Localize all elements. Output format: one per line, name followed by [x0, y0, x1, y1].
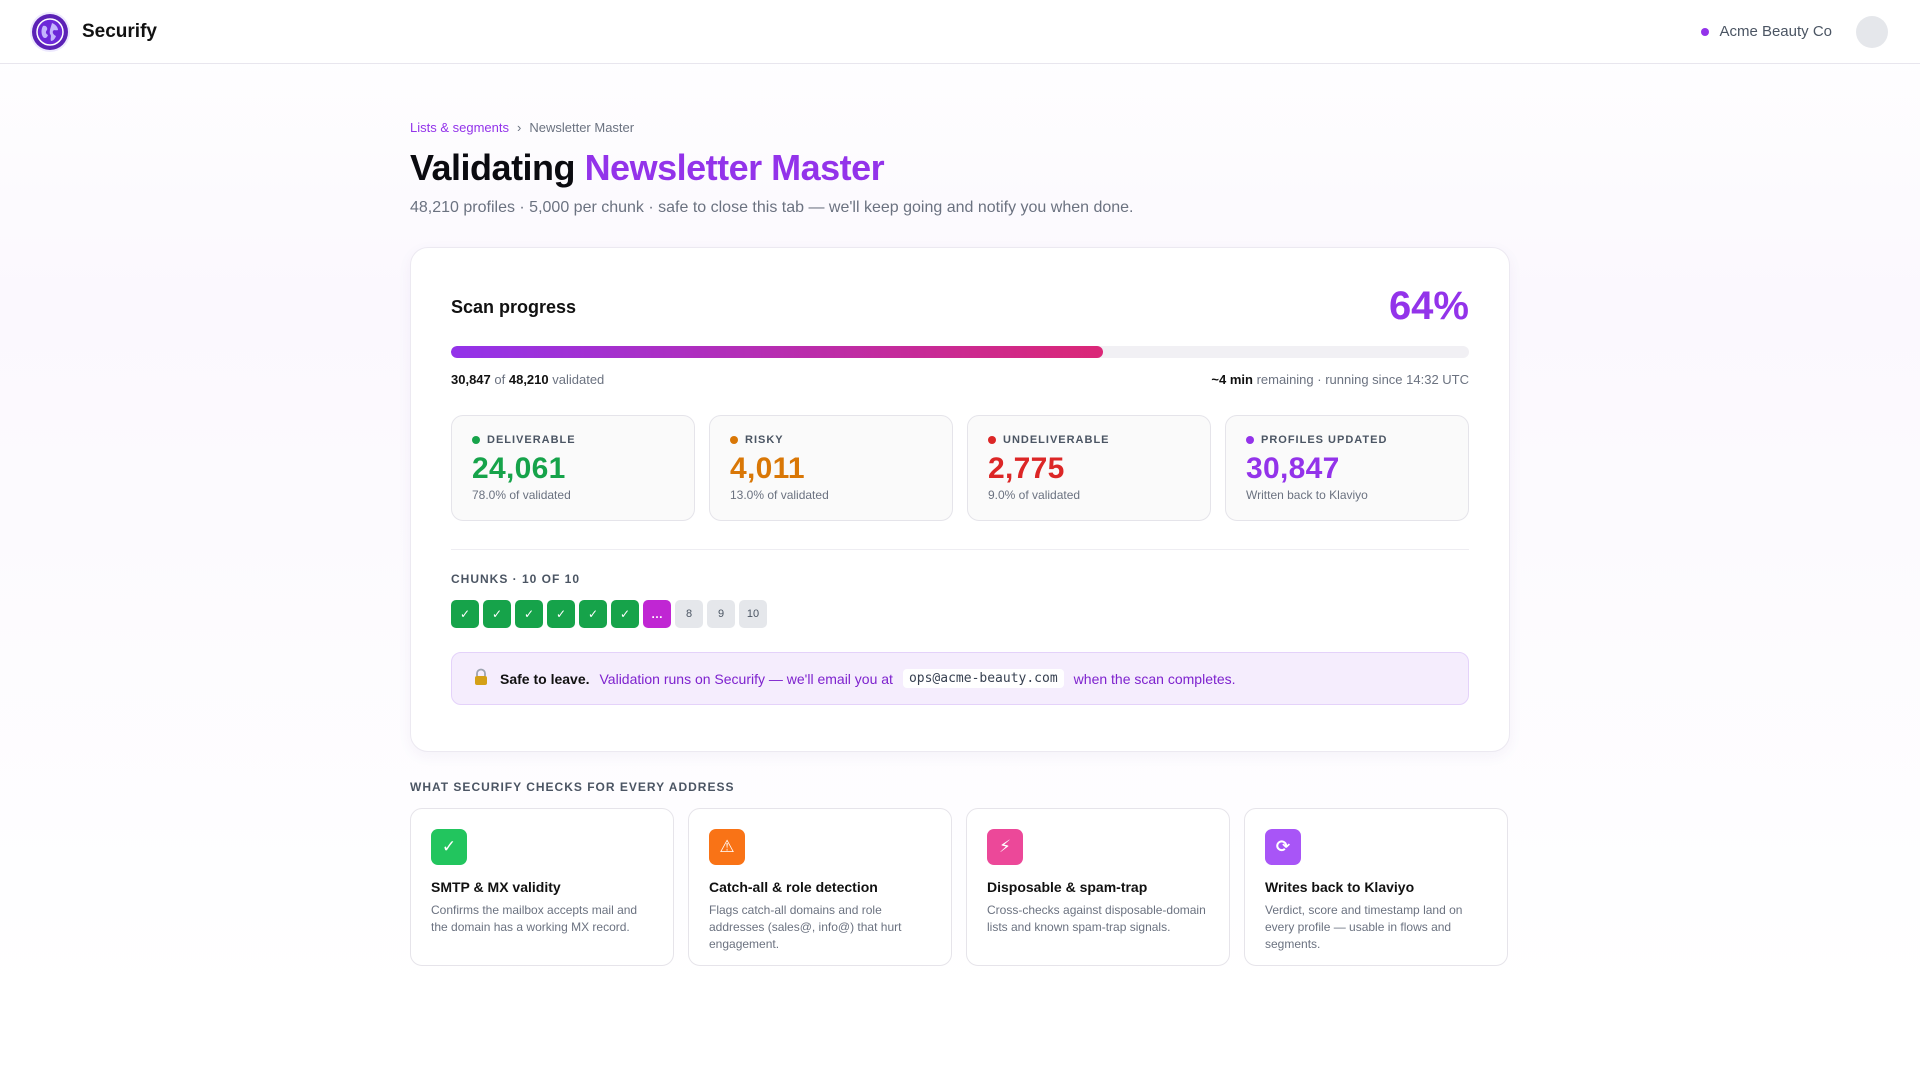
page-subtitle: 48,210 profiles · 5,000 per chunk · safe… [410, 199, 1134, 216]
main-content: Lists & segments › Newsletter Master Val… [410, 120, 1510, 966]
page-title-list-name: Newsletter Master [584, 147, 885, 188]
chunk-9: 9 [707, 600, 735, 628]
stat-dot [730, 436, 738, 444]
notice-text: Validation runs on Securify — we'll emai… [599, 670, 893, 687]
stat-subtext: 9.0% of validated [988, 488, 1081, 502]
breadcrumb-separator: › [517, 120, 522, 135]
check-description: Flags catch-all domains and role address… [709, 903, 902, 951]
chunk-4: ✓ [547, 600, 575, 628]
lock-icon [472, 668, 490, 689]
check-icon: ✓ [431, 829, 467, 865]
chunk-8: 8 [675, 600, 703, 628]
breadcrumb: Lists & segments › Newsletter Master [410, 120, 1510, 135]
stat-value: 24,061 [472, 452, 566, 485]
breadcrumb-current: Newsletter Master [529, 120, 635, 135]
stat-risky: RISKY 4,011 13.0% of validated [709, 415, 953, 521]
chunks-row: ✓ ✓ ✓ ✓ ✓ ✓… 8 9 10 [451, 600, 1469, 628]
stat-value: 2,775 [988, 452, 1065, 485]
account-status-dot [1701, 27, 1710, 36]
page-title-prefix: Validating [410, 147, 576, 188]
check-card: ⚠ Catch-all & role detection Flags catch-a… [688, 808, 952, 966]
check-title: SMTP & MX validity [431, 879, 561, 895]
scan-progress-label: Scan progress [451, 297, 577, 317]
scan-progress-percent: 64% [1388, 284, 1469, 328]
check-title: Catch-all & role detection [709, 879, 878, 895]
stat-deliverable: DELIVERABLE 24,061 78.0% of validated [451, 415, 695, 521]
check-card: ⚡ Disposable & spam-trap Cross-checks agai… [966, 808, 1230, 966]
progress-meta: 30,847 of 48,210 validated ~4 min remain… [451, 372, 1469, 387]
avatar[interactable] [1856, 15, 1888, 48]
notice-text-end: when the scan completes. [1073, 670, 1236, 687]
stat-profiles-updated: PROFILES UPDATED 30,847 Written back to … [1225, 415, 1469, 521]
chunk-6: ✓ [611, 600, 639, 628]
checks-row: ✓ SMTP & MX validity Confirms the mailbox … [410, 808, 1510, 966]
check-description: Confirms the mailbox accepts mail and th… [431, 903, 638, 934]
check-card: ✓ SMTP & MX validity Confirms the mailbox … [410, 808, 674, 966]
progress-bar-fill [451, 346, 1103, 358]
check-card: ⟳ Writes back to Klaviyo Verdict, score an… [1244, 808, 1508, 966]
stat-undeliverable: UNDELIVERABLE 2,775 9.0% of validated [967, 415, 1211, 521]
stat-value: 4,011 [730, 452, 805, 485]
sync-icon: ⟳ [1265, 829, 1301, 865]
stat-dot [988, 436, 996, 444]
check-title: Disposable & spam-trap [987, 879, 1148, 895]
account-name: Acme Beauty Co [1719, 23, 1832, 40]
chunk-1: ✓ [451, 600, 479, 628]
validated-count: 30,847 of 48,210 validated [451, 372, 605, 387]
chunk-2: ✓ [483, 600, 511, 628]
top-bar: Securify Acme Beauty Co [0, 0, 1920, 64]
breadcrumb-lists-link[interactable]: Lists & segments [410, 120, 509, 135]
stat-subtext: 78.0% of validated [472, 488, 571, 502]
check-description: Cross-checks against disposable-domain l… [987, 903, 1206, 934]
account-switcher[interactable]: Acme Beauty Co [1701, 15, 1888, 48]
divider [451, 549, 1469, 550]
stat-dot [472, 436, 480, 444]
time-remaining: ~4 min remaining · running since 14:32 U… [1211, 372, 1469, 387]
progress-bar [451, 346, 1469, 358]
lightning-icon: ⚡ [987, 829, 1023, 865]
warning-icon: ⚠ [709, 829, 745, 865]
chunk-7: … [643, 600, 671, 628]
notice-email: ops@acme-beauty.com [902, 669, 1064, 688]
brand[interactable]: Securify [32, 13, 157, 50]
stat-value: 30,847 [1246, 452, 1340, 485]
page-title: Validating Newsletter Master [410, 147, 1510, 189]
notice-heading: Safe to leave. [500, 670, 590, 687]
chunk-10: 10 [739, 600, 767, 628]
stat-subtext: 13.0% of validated [730, 488, 829, 502]
chunks-label: CHUNKS · 10 OF 10 [451, 572, 581, 586]
brand-name: Securify [82, 20, 157, 42]
chunk-3: ✓ [515, 600, 543, 628]
safe-to-leave-notice: Safe to leave. Validation runs on Securi… [451, 652, 1469, 705]
check-description: Verdict, score and timestamp land on eve… [1265, 903, 1463, 951]
stat-dot [1246, 436, 1254, 444]
check-title: Writes back to Klaviyo [1265, 879, 1415, 895]
stat-subtext: Written back to Klaviyo [1246, 488, 1368, 502]
scan-progress-card: Scan progress 64% 30,847 of 48,210 valid… [410, 247, 1510, 752]
globe-logo-icon [32, 13, 68, 50]
chunk-5: ✓ [579, 600, 607, 628]
stats-row: DELIVERABLE 24,061 78.0% of validated RI… [451, 415, 1469, 521]
checks-section-label: WHAT SECURIFY CHECKS FOR EVERY ADDRESS [410, 780, 735, 794]
